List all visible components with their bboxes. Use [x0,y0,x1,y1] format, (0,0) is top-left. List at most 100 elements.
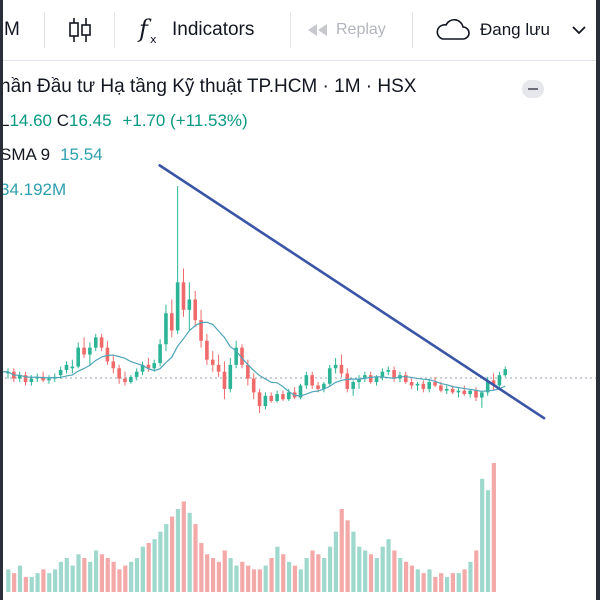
chevron-down-icon[interactable] [570,24,588,36]
candle [363,375,367,379]
volume-bar [462,569,467,592]
candle [41,376,45,381]
candle [146,364,151,369]
candle [216,364,221,372]
candle [386,370,391,372]
candle [269,395,274,401]
volume-bar [345,520,350,592]
candles-icon [69,18,91,42]
volume-bar [105,558,110,592]
cloud-icon [436,19,470,40]
volume-bar [175,508,181,592]
volume-bar [170,516,175,592]
volume-bar [474,550,479,592]
chart-type-button[interactable] [66,0,94,60]
indicators-button[interactable]: f x Indicators [136,0,254,60]
candle [93,337,98,348]
volume-bar [47,573,52,592]
collapse-legend-button[interactable] [522,80,544,98]
volume-bar [246,565,251,592]
toolbar-divider [290,12,291,48]
candle [404,375,408,383]
candle [193,299,197,321]
volume-bar [292,565,298,592]
volume-bar [117,569,122,592]
candle [456,390,461,393]
candle [152,363,157,369]
volume-bar [421,573,426,592]
candle [275,394,279,401]
volume-bar [310,550,315,592]
candle [357,378,361,383]
volume-bar [193,524,198,592]
window-frame-left [0,0,3,600]
volume-bar [164,524,169,592]
replay-button[interactable]: Replay [306,0,386,60]
volume-bar [234,565,239,592]
candle [199,320,203,341]
candle [205,340,209,360]
volume-bar [263,565,268,592]
candle [117,368,121,379]
save-status-button[interactable]: Đang lưu [434,0,588,60]
volume-bar [35,573,40,592]
window-frame-right [596,0,600,600]
interval-button[interactable]: M [4,0,20,60]
candle [88,347,92,355]
volume-bar [111,561,116,592]
save-status-label: Đang lưu [480,20,550,39]
volume-bar [316,554,321,592]
volume-bar [333,531,338,592]
candle [99,337,104,348]
volume-bar [129,561,134,592]
volume-bar [386,539,391,592]
candle [210,359,215,365]
symbol-title[interactable]: hần Đầu tư Hạ tầng Kỹ thuật TP.HCM · 1M … [0,76,417,97]
volume-bar [480,478,485,592]
close-label: C [56,111,70,130]
volume-bar [99,554,104,592]
volume-bar [181,501,186,592]
volume-bar [281,554,286,592]
candle [82,347,86,355]
volume-bar [222,550,227,592]
candle [111,361,116,369]
candle [281,394,285,400]
candle [158,344,162,364]
volume-bar [485,490,491,592]
volume-bar [322,558,327,592]
volume-bar [82,558,87,592]
volume-bar [287,561,292,592]
candle [380,371,385,377]
volume-bar [357,546,362,592]
candle [339,364,344,374]
candle [439,385,443,391]
interval-label: M [4,19,20,40]
volume-bar [93,550,99,592]
candle [263,395,268,407]
volume-bar [216,561,221,592]
candle [304,375,309,386]
candle [287,392,291,400]
volume-bar [12,573,17,592]
low-value: 14.60 [9,111,53,130]
volume-bar [269,558,274,592]
volume-bar [23,576,28,592]
candle [222,371,227,389]
volume-bar [380,546,385,592]
candle [17,375,22,379]
toolbar-divider [114,12,115,48]
candle [333,364,338,369]
volume-bar [140,546,145,592]
candle [433,382,437,386]
volume-bar [404,561,409,592]
candle [415,383,420,386]
candle [462,390,467,395]
candle [134,371,139,377]
candle [345,373,350,389]
low-label: L [0,111,10,130]
volume-readout[interactable]: 34.192M [0,180,66,200]
sma-readout[interactable]: SMA 9 15.54 [0,145,103,165]
candle [257,392,262,407]
